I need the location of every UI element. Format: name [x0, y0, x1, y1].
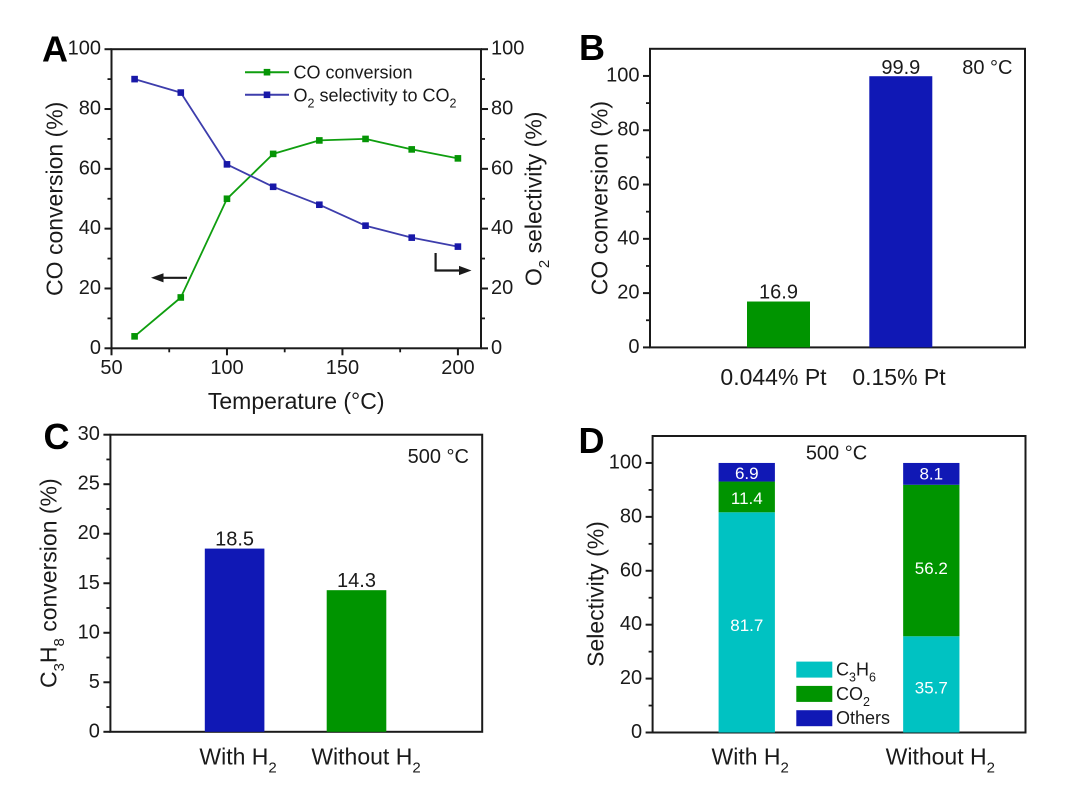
svg-text:80: 80	[79, 98, 101, 120]
svg-text:200: 200	[441, 357, 474, 379]
svg-text:A: A	[42, 29, 68, 70]
svg-text:0.044% Pt: 0.044% Pt	[720, 364, 827, 390]
svg-text:500 °C: 500 °C	[408, 446, 469, 468]
svg-text:Temperature (°C): Temperature (°C)	[208, 388, 385, 414]
svg-text:CO conversion (%): CO conversion (%)	[42, 102, 68, 296]
svg-text:20: 20	[491, 277, 513, 299]
svg-text:25: 25	[78, 473, 100, 495]
svg-text:C: C	[44, 416, 70, 457]
svg-text:0: 0	[491, 337, 502, 359]
svg-text:O2 selectivity (%): O2 selectivity (%)	[521, 112, 554, 286]
svg-text:20: 20	[620, 667, 642, 689]
svg-text:60: 60	[491, 157, 513, 179]
svg-text:5: 5	[89, 671, 100, 693]
svg-text:CO conversion (%): CO conversion (%)	[587, 101, 613, 295]
svg-text:B: B	[579, 27, 605, 68]
svg-text:80: 80	[491, 98, 513, 120]
svg-text:40: 40	[620, 613, 642, 635]
svg-text:150: 150	[326, 357, 359, 379]
svg-text:15: 15	[78, 572, 100, 594]
svg-text:CO conversion: CO conversion	[294, 63, 413, 83]
svg-text:16.9: 16.9	[759, 282, 798, 304]
svg-text:99.9: 99.9	[881, 57, 920, 79]
svg-text:100: 100	[606, 64, 639, 86]
svg-text:14.3: 14.3	[337, 570, 376, 592]
svg-text:500 °C: 500 °C	[806, 443, 867, 465]
svg-text:100: 100	[68, 38, 101, 60]
svg-text:80: 80	[620, 505, 642, 527]
svg-text:60: 60	[620, 559, 642, 581]
svg-text:Others: Others	[836, 708, 890, 728]
svg-text:20: 20	[617, 282, 639, 304]
svg-text:8.1: 8.1	[919, 465, 943, 484]
svg-text:11.4: 11.4	[731, 489, 763, 508]
svg-text:60: 60	[617, 173, 639, 195]
svg-text:0: 0	[628, 336, 639, 358]
svg-text:35.7: 35.7	[915, 679, 948, 698]
svg-text:6.9: 6.9	[735, 464, 759, 483]
svg-text:50: 50	[100, 357, 122, 379]
svg-text:40: 40	[617, 227, 639, 249]
svg-text:0.15% Pt: 0.15% Pt	[852, 364, 946, 390]
svg-text:18.5: 18.5	[215, 529, 254, 551]
svg-text:40: 40	[491, 217, 513, 239]
svg-text:56.2: 56.2	[915, 559, 948, 578]
svg-text:81.7: 81.7	[730, 616, 763, 635]
svg-text:20: 20	[79, 277, 101, 299]
svg-text:80: 80	[617, 119, 639, 141]
svg-text:30: 30	[78, 423, 100, 445]
svg-text:60: 60	[79, 157, 101, 179]
svg-text:D: D	[579, 420, 605, 461]
svg-text:10: 10	[78, 621, 100, 643]
svg-text:0: 0	[90, 337, 101, 359]
svg-text:40: 40	[79, 217, 101, 239]
svg-text:100: 100	[609, 452, 642, 474]
svg-text:100: 100	[210, 357, 243, 379]
svg-text:0: 0	[631, 721, 642, 743]
svg-text:80 °C: 80 °C	[962, 57, 1012, 79]
svg-text:Selectivity (%): Selectivity (%)	[583, 521, 609, 667]
svg-text:0: 0	[89, 720, 100, 742]
svg-text:100: 100	[491, 38, 524, 60]
svg-text:20: 20	[78, 522, 100, 544]
